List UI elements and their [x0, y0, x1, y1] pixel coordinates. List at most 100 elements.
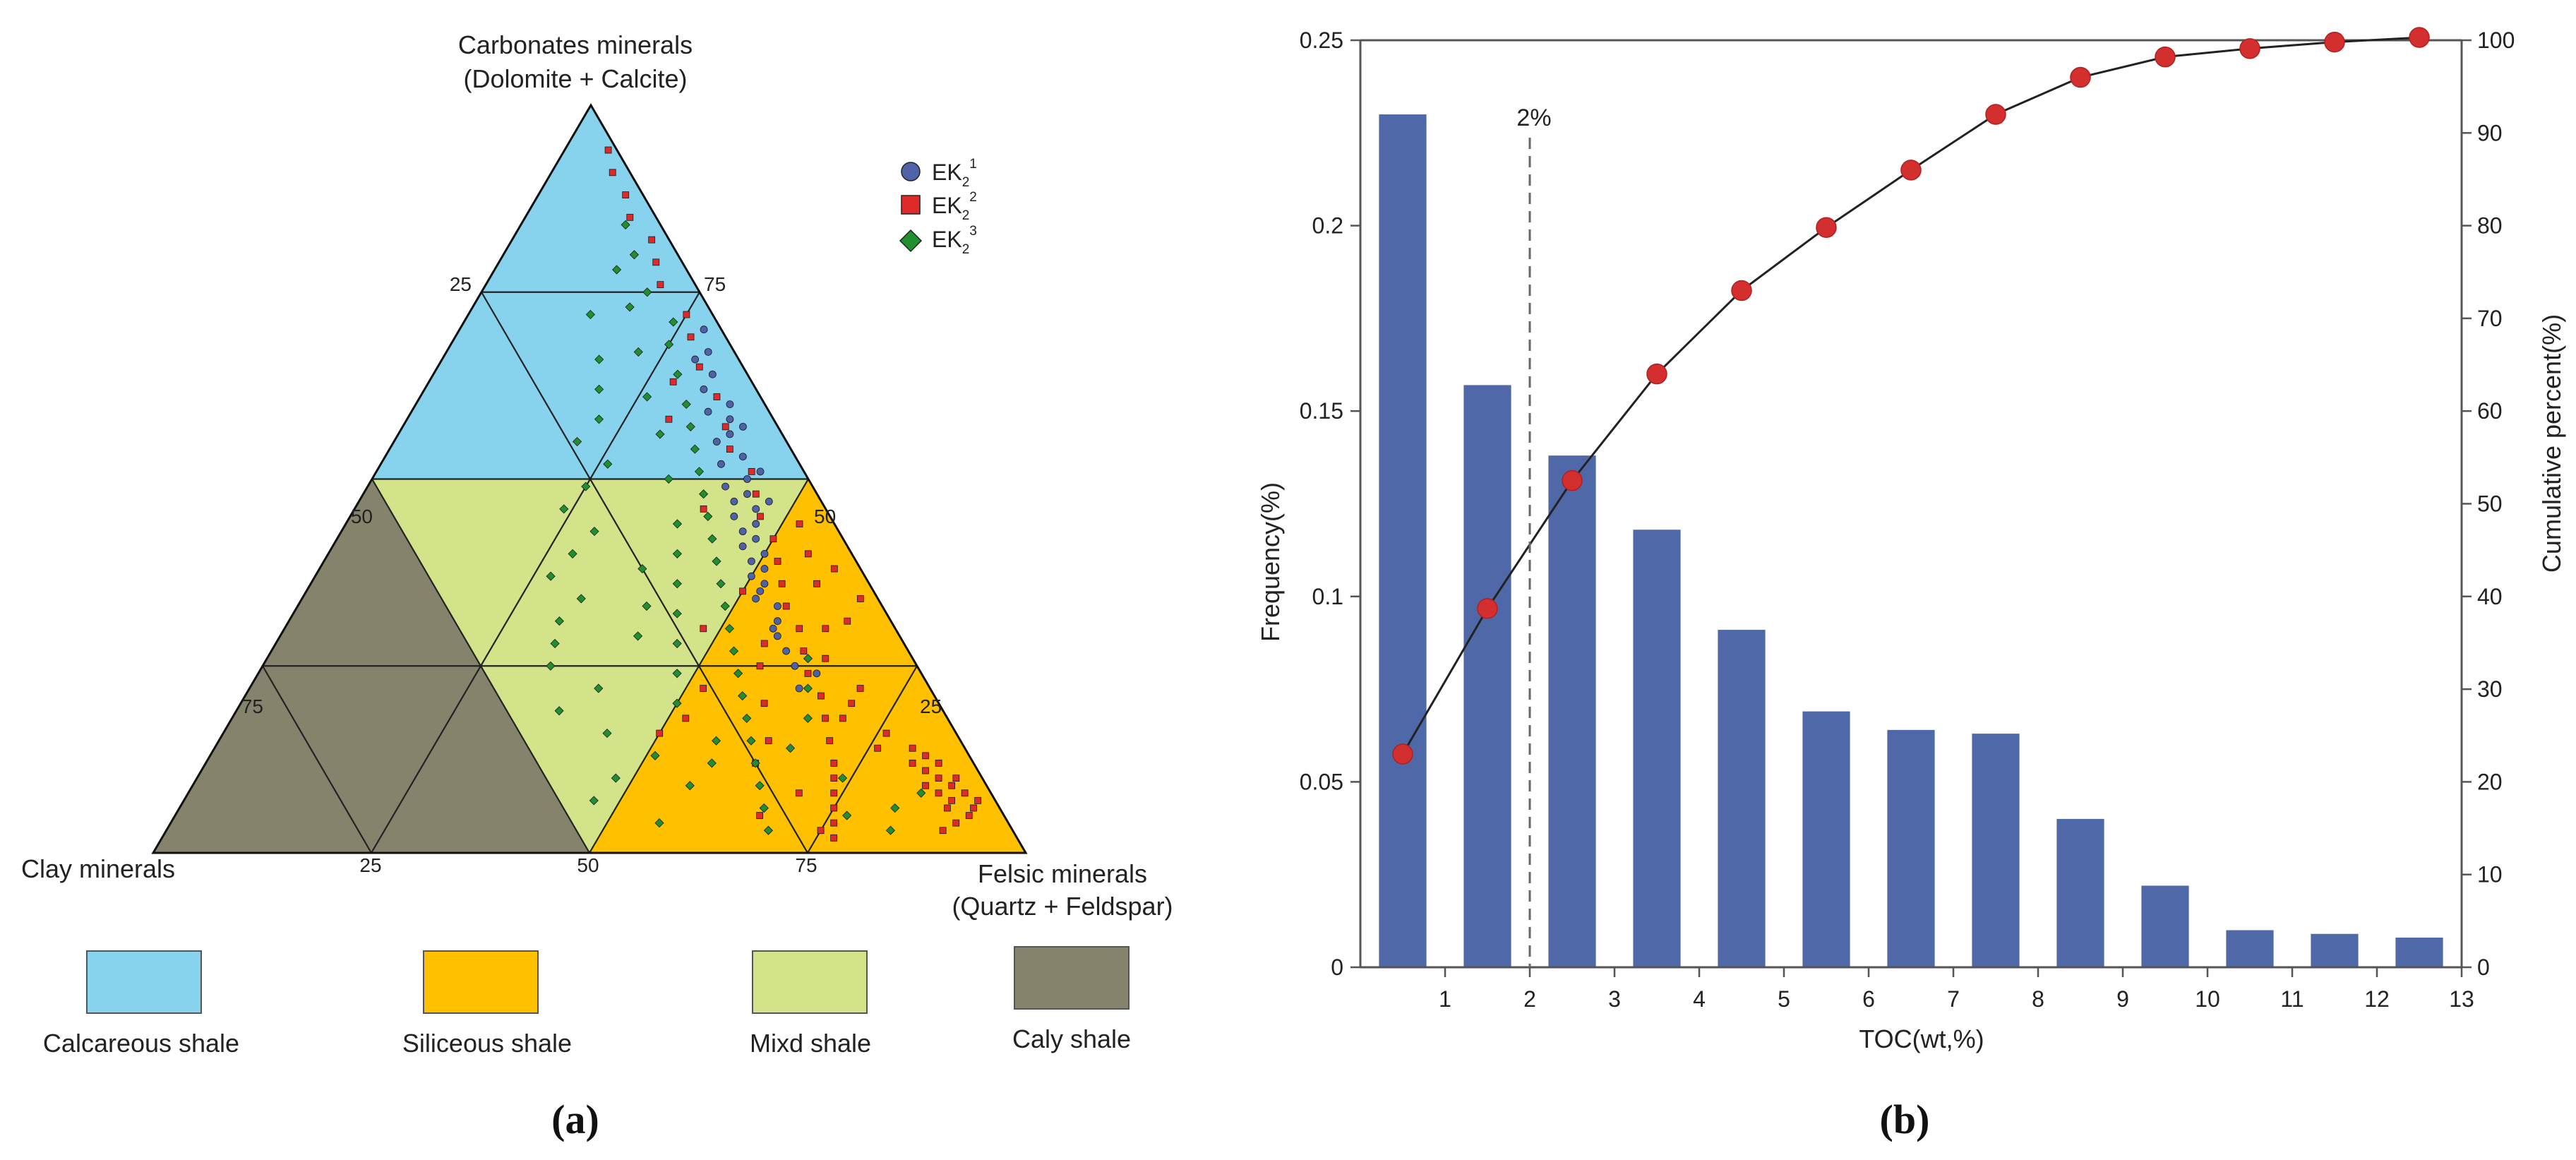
ternary-point-s3-52 — [672, 609, 682, 618]
ternary-point-s2-76 — [844, 617, 851, 625]
ternary-point-s2-66 — [874, 744, 882, 752]
cumulative-point-8 — [1985, 104, 2006, 125]
ternary-point-s3-70 — [612, 265, 622, 275]
ternary-point-s3-25 — [759, 803, 769, 813]
ternary-point-s3-4 — [669, 317, 678, 327]
y-tick-label-4: 0.15 — [1300, 398, 1343, 424]
ternary-point-s3-23 — [750, 758, 760, 768]
ternary-point-s3-48 — [654, 818, 664, 828]
ternary-point-s1-1 — [700, 325, 708, 334]
x-tick-label-7: 7 — [1947, 986, 1960, 1012]
legend-marker-ek2-1 — [901, 162, 921, 181]
ternary-point-s2-25 — [822, 714, 829, 722]
cumulative-point-10 — [2155, 46, 2176, 68]
ternary-point-s2-44 — [922, 782, 929, 789]
ternary-point-s2-8 — [683, 311, 690, 318]
legend-marker-ek2-3 — [899, 229, 923, 253]
left-tick-50: 50 — [351, 506, 373, 527]
ternary-point-s2-37 — [970, 804, 977, 812]
ternary-point-s2-22 — [800, 647, 808, 654]
ternary-point-s3-20 — [738, 691, 748, 701]
ternary-point-s2-58 — [760, 640, 768, 647]
ternary-point-s3-66 — [655, 429, 665, 439]
ternary-point-s3-7 — [681, 400, 691, 409]
bar-9 — [2056, 818, 2104, 967]
y-tick-label-2: 0.05 — [1300, 769, 1343, 794]
y2-axis-title: Cumulative percent(%) — [2537, 314, 2566, 573]
ternary-point-s3-31 — [573, 436, 582, 447]
ternary-point-s3-39 — [554, 616, 564, 626]
ternary-point-s2-51 — [760, 700, 768, 707]
ternary-point-s2-23 — [804, 669, 812, 677]
ternary-point-s2-21 — [796, 625, 803, 633]
ternary-point-s2-29 — [830, 789, 838, 797]
ternary-point-s3-47 — [589, 796, 599, 806]
ternary-point-s1-8 — [743, 475, 751, 483]
ternary-point-s1-24 — [738, 542, 747, 551]
left-tick-25: 25 — [450, 273, 472, 295]
class-legend: Calcareous shale Siliceous shale Mixd sh… — [43, 946, 1131, 1058]
ternary-point-s2-68 — [856, 685, 864, 692]
x-tick-label-12: 12 — [2364, 986, 2390, 1012]
y-tick-label-5: 0.2 — [1312, 213, 1343, 239]
ternary-point-s1-32 — [748, 557, 755, 566]
ternary-point-s3-5 — [664, 340, 674, 349]
ternary-point-s2-74 — [813, 580, 820, 587]
class-label-calcareous-shale: Calcareous shale — [43, 1029, 239, 1058]
ternary-point-s3-62 — [803, 713, 813, 723]
ternary-point-s3-56 — [786, 743, 796, 753]
cumulative-point-5 — [1731, 280, 1752, 301]
ternary-point-s3-3 — [642, 287, 652, 297]
ternary-point-s2-49 — [909, 760, 916, 767]
x-tick-label-3: 3 — [1608, 986, 1621, 1012]
ternary-point-s2-39 — [922, 767, 929, 775]
ternary-point-s1-38 — [739, 422, 747, 431]
y-tick-label-3: 0.1 — [1312, 584, 1343, 609]
ternary-point-s2-46 — [943, 804, 951, 812]
ternary-point-s2-35 — [961, 789, 969, 797]
x-tick-label-10: 10 — [2195, 986, 2220, 1012]
ternary-grid-line-4 — [481, 292, 808, 854]
swatch-mixd-shale — [752, 950, 868, 1014]
ternary-grid-line-6 — [262, 665, 372, 854]
cumulative-point-1 — [1392, 743, 1413, 765]
ternary-point-s3-61 — [842, 811, 852, 820]
ternary-point-s1-16 — [774, 602, 781, 610]
ternary-point-s3-72 — [642, 601, 652, 611]
ternary-point-s3-57 — [838, 773, 848, 783]
y2-tick-label-5: 40 — [2477, 584, 2503, 609]
ternary-point-s1-40 — [765, 497, 773, 506]
ternary-point-s3-11 — [699, 489, 709, 499]
ternary-point-s3-75 — [711, 736, 721, 746]
ternary-point-s3-9 — [690, 444, 700, 454]
cumulative-point-2 — [1477, 598, 1498, 619]
right-vertex-label-line2: (Quartz + Feldspar) — [952, 892, 1173, 921]
cumulative-point-13 — [2409, 27, 2430, 48]
ternary-point-s3-12 — [703, 511, 713, 522]
ternary-point-s2-11 — [713, 393, 721, 400]
ternary-point-s2-56 — [656, 729, 664, 737]
ternary-point-s3-8 — [685, 421, 695, 431]
ternary-point-s3-35 — [589, 527, 599, 537]
ternary-point-s1-3 — [708, 370, 717, 378]
ternary-points — [546, 146, 982, 842]
legend-label-ek2-3: EK23 — [932, 224, 977, 257]
class-label-caly-shale: Caly shale — [1012, 1024, 1131, 1053]
ternary-point-s3-49 — [672, 698, 682, 708]
ternary-point-s3-24 — [755, 781, 765, 791]
ternary-point-s2-18 — [774, 558, 781, 565]
ternary-point-s1-36 — [795, 684, 803, 693]
x-tick-label-5: 5 — [1778, 986, 1790, 1012]
ternary-point-s2-64 — [848, 700, 856, 707]
ternary-point-s2-57 — [739, 587, 746, 595]
ternary-grid-line-9 — [807, 665, 918, 854]
ternary-legend: EK21 EK22 EK23 — [899, 157, 977, 257]
histogram-chart: 0 0.05 0.1 0.15 0.2 0.25 0 10 20 30 40 50 60 70 80 90 10… — [1300, 27, 2515, 1012]
ternary-point-s3-55 — [672, 519, 683, 529]
ternary-point-s2-33 — [935, 775, 942, 782]
cumulative-point-4 — [1646, 363, 1667, 385]
ternary-point-s2-45 — [909, 744, 916, 752]
cumulative-line — [1392, 27, 2430, 765]
ternary-point-s3-45 — [650, 751, 660, 760]
ternary-point-s3-38 — [576, 594, 586, 604]
